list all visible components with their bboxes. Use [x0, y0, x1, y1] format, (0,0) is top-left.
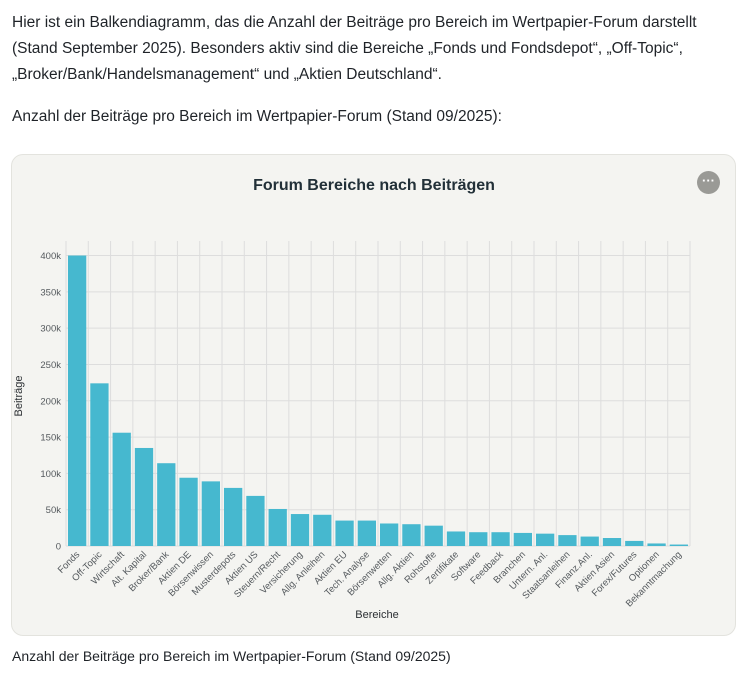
y-tick-label: 250k — [40, 360, 61, 371]
bar — [558, 535, 577, 546]
bar — [424, 525, 443, 546]
chart-title: Forum Bereiche nach Beiträgen — [253, 177, 495, 194]
bar — [647, 543, 666, 546]
bar — [246, 495, 265, 546]
bar — [469, 532, 488, 546]
y-tick-label: 200k — [40, 396, 61, 407]
bar — [669, 544, 688, 546]
y-tick-label: 50k — [46, 505, 62, 516]
bar — [290, 514, 310, 546]
bar — [224, 487, 243, 546]
chart-card — [11, 154, 736, 636]
y-tick-label: 400k — [40, 251, 61, 262]
bar — [268, 508, 287, 546]
bar — [201, 481, 220, 546]
y-tick-label: 300k — [40, 324, 61, 335]
y-axis-ticks: 0 50k 100k 150k 200k 250k 300k 350k 400k — [40, 251, 61, 552]
y-tick-label: 350k — [40, 287, 61, 298]
y-tick-label: 0 — [56, 542, 61, 553]
bar — [536, 533, 555, 546]
more-options-button[interactable]: ··· — [697, 171, 720, 194]
bar — [625, 540, 644, 546]
x-axis-label: Bereiche — [355, 609, 398, 621]
bar — [357, 520, 376, 546]
y-tick-label: 150k — [40, 433, 61, 444]
bar — [157, 463, 176, 546]
bar — [313, 514, 332, 546]
bar — [68, 255, 87, 546]
intro-text: Hier ist ein Balkendiagramm, das die Anz… — [12, 14, 697, 83]
bar — [602, 538, 622, 546]
bar — [335, 520, 354, 546]
y-tick-label: 100k — [40, 469, 61, 480]
y-axis-label: Beiträge — [13, 376, 25, 417]
bar — [134, 447, 154, 546]
bar — [491, 532, 510, 546]
bar — [446, 531, 466, 546]
chart-heading: Anzahl der Beiträge pro Bereich im Wertp… — [12, 108, 502, 125]
bar — [112, 432, 131, 546]
bar — [513, 532, 532, 546]
bar — [380, 523, 399, 546]
bar — [580, 536, 599, 546]
bar — [90, 383, 109, 546]
bars — [68, 255, 688, 546]
bar — [402, 524, 421, 546]
bar — [179, 477, 198, 546]
chart-caption: Anzahl der Beiträge pro Bereich im Wertp… — [12, 648, 451, 664]
